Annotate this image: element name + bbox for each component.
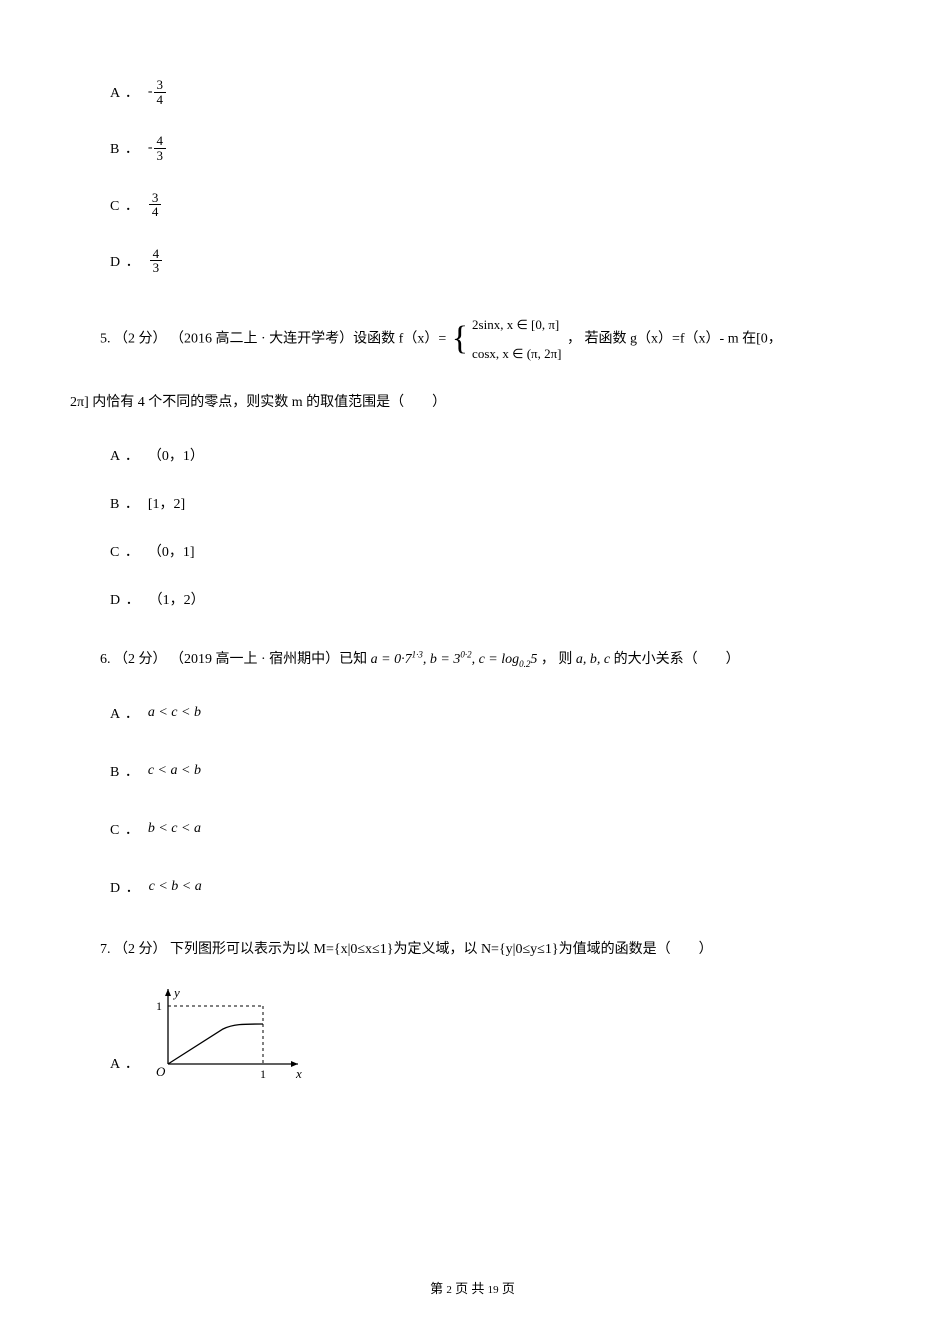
q7-option-a: A ． y x O 1 1 — [110, 984, 875, 1079]
svg-text:x: x — [295, 1066, 302, 1079]
q5-options: A ． （0，1） B ． [1，2] C ． （0，1] D ． （1，2） — [70, 445, 875, 609]
option-text: （0，1） — [148, 445, 204, 465]
fraction: 3 4 — [149, 191, 162, 219]
q6-options: A ． a < c < b B ． c < a < b C ． b < c < … — [70, 703, 875, 897]
q6-option-a: A ． a < c < b — [110, 703, 875, 723]
footer-mid: 页 共 — [455, 1281, 488, 1296]
option-label: C ． — [110, 819, 140, 839]
piece-1: 2sinx, x ∈ [0, π] — [472, 311, 561, 338]
q4-option-a: A ． - 3 4 — [110, 78, 875, 106]
option-label: B ． — [110, 493, 140, 513]
piecewise-function: { 2sinx, x ∈ [0, π] cosx, x ∈ (π, 2π] — [452, 311, 562, 368]
svg-text:1: 1 — [260, 1067, 266, 1079]
option-label: A ． — [110, 703, 140, 723]
option-label: A ． — [110, 82, 140, 102]
footer-suffix: 页 — [502, 1281, 515, 1296]
option-label: C ． — [110, 195, 140, 215]
page-footer: 第 2 页 共 19 页 — [0, 1278, 945, 1297]
svg-text:y: y — [172, 985, 180, 1000]
q6-stem: 6. （2 分） （2019 高一上 · 宿州期中）已知 a = 0·71·3,… — [100, 645, 875, 674]
q5-stem-suffix: ， 若函数 g（x）=f（x）- m 在[0， — [567, 332, 782, 347]
footer-page: 2 — [446, 1284, 452, 1296]
option-text: （0，1] — [148, 541, 195, 561]
left-brace-icon: { — [452, 322, 468, 356]
q6-option-d: D ． c < b < a — [110, 877, 875, 897]
option-label: B ． — [110, 761, 140, 781]
fraction: 4 3 — [154, 134, 167, 162]
option-label: A ． — [110, 445, 140, 465]
option-label: A ． — [110, 1053, 140, 1073]
q6-option-c: C ． b < c < a — [110, 819, 875, 839]
q5-option-d: D ． （1，2） — [110, 589, 875, 609]
q5-stem: 5. （2 分） （2016 高二上 · 大连开学考）设函数 f（x）= { 2… — [100, 311, 875, 368]
option-text: （1，2） — [149, 589, 205, 609]
fraction: 4 3 — [150, 247, 163, 275]
q6-abc: a, b, c — [576, 652, 610, 667]
option-text: b < c < a — [148, 821, 201, 837]
q7-stem: 7. （2 分） 下列图形可以表示为以 M={x|0≤x≤1}为定义域，以 N=… — [100, 935, 875, 964]
sign: - — [148, 84, 153, 100]
q5-option-c: C ． （0，1] — [110, 541, 875, 561]
option-text: c < b < a — [149, 879, 202, 895]
q4-option-b: B ． - 4 3 — [110, 134, 875, 162]
option-text: c < a < b — [148, 763, 201, 779]
option-label: D ． — [110, 589, 141, 609]
q4-option-c: C ． 3 4 — [110, 191, 875, 219]
q5-option-b: B ． [1，2] — [110, 493, 875, 513]
q5-stem-line2: 2π] 内恰有 4 个不同的零点，则实数 m 的取值范围是（ ） — [70, 388, 875, 417]
q4-options: A ． - 3 4 B ． - 4 3 C ． 3 4 D ． — [70, 78, 875, 275]
footer-total: 19 — [488, 1284, 499, 1296]
q4-option-d: D ． 4 3 — [110, 247, 875, 275]
svg-text:1: 1 — [156, 999, 162, 1013]
sign: - — [148, 140, 153, 156]
q6-stem-prefix: 6. （2 分） （2019 高一上 · 宿州期中）已知 — [100, 652, 371, 667]
q5-stem-prefix: 5. （2 分） （2016 高二上 · 大连开学考）设函数 f（x）= — [100, 332, 450, 347]
fraction: 3 4 — [154, 78, 167, 106]
option-label: C ． — [110, 541, 140, 561]
q6-math-expr: a = 0·71·3, b = 30·2, c = log0.25 — [371, 652, 538, 667]
page-content: A ． - 3 4 B ． - 4 3 C ． 3 4 D ． — [0, 0, 945, 1079]
option-label: D ． — [110, 877, 141, 897]
piece-2: cosx, x ∈ (π, 2π] — [472, 340, 561, 367]
function-graph: y x O 1 1 — [148, 984, 308, 1079]
footer-prefix: 第 — [430, 1281, 446, 1296]
option-label: D ． — [110, 251, 141, 271]
q5-option-a: A ． （0，1） — [110, 445, 875, 465]
q6-stem-suffix: 的大小关系（ ） — [614, 652, 740, 667]
q6-stem-mid: ， 则 — [541, 652, 576, 667]
option-text: [1，2] — [148, 493, 185, 513]
q6-option-b: B ． c < a < b — [110, 761, 875, 781]
option-label: B ． — [110, 138, 140, 158]
svg-text:O: O — [156, 1064, 166, 1079]
option-text: a < c < b — [148, 705, 201, 721]
